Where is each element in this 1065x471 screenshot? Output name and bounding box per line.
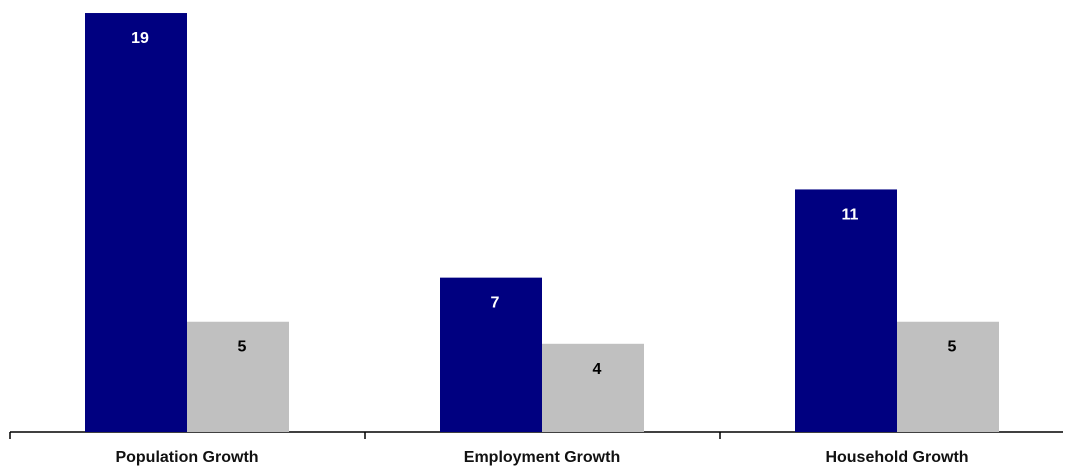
bar-value-label: 4: [593, 361, 602, 378]
bar: [440, 277, 542, 432]
bar: [187, 321, 289, 432]
category-labels-group: Population Growth Employment Growth Househ…: [115, 449, 968, 466]
category-label: Household Growth: [825, 449, 968, 466]
bar-value-label: 5: [238, 339, 247, 356]
bar-value-label: 7: [491, 295, 500, 312]
bars-group: [85, 13, 999, 433]
bar-value-label: 5: [948, 339, 957, 356]
x-axis-ticks: [9, 432, 721, 439]
bar: [897, 321, 999, 432]
bar-value-label: 11: [842, 206, 859, 223]
category-label: Population Growth: [115, 449, 258, 466]
bar: [85, 13, 187, 433]
bar: [542, 343, 644, 432]
category-label: Employment Growth: [464, 449, 620, 466]
value-labels-group: 19 5 7 4 11 5: [131, 30, 956, 378]
bar: [795, 189, 897, 432]
bar-value-label: 19: [131, 30, 149, 47]
